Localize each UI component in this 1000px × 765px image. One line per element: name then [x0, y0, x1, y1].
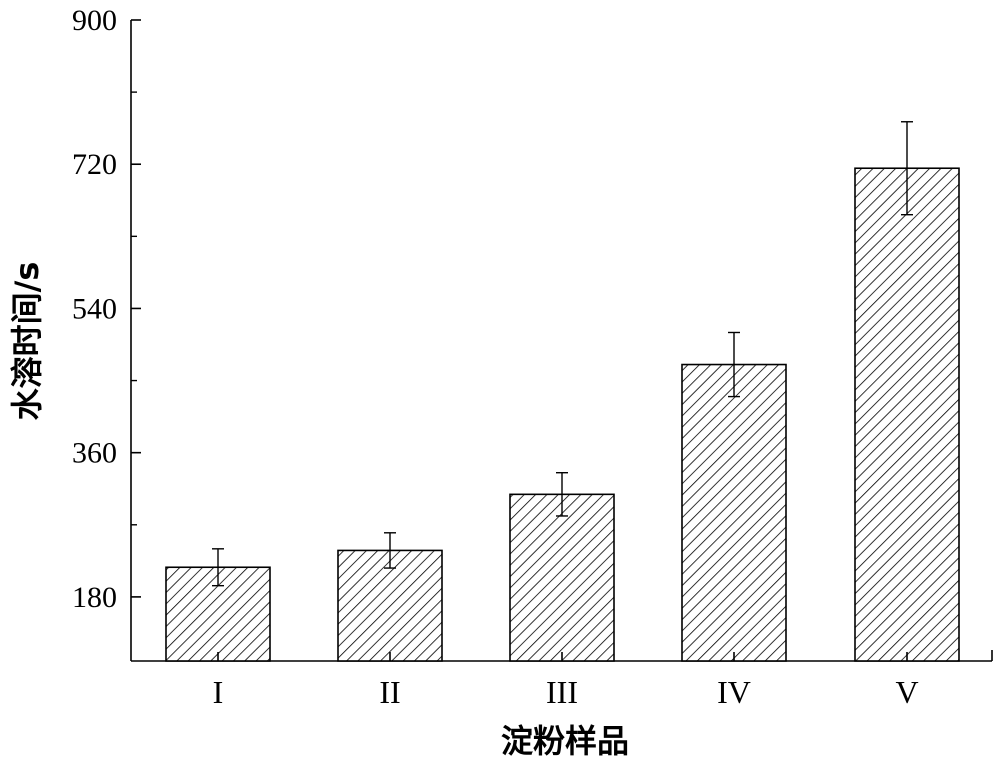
y-tick-label: 540: [72, 292, 117, 325]
x-tick-label: III: [546, 674, 578, 710]
y-tick-label: 900: [72, 4, 117, 37]
x-tick-label: V: [895, 674, 918, 710]
bar: [681, 363, 787, 662]
y-axis-title: 水溶时间/s: [8, 262, 46, 421]
x-tick-label: II: [379, 674, 400, 710]
x-tick-label: I: [213, 674, 224, 710]
bar: [509, 493, 615, 662]
x-axis-title: 淀粉样品: [501, 722, 629, 760]
y-tick-label: 720: [72, 148, 117, 181]
y-tick-label: 180: [72, 581, 117, 614]
y-tick-label: 360: [72, 437, 117, 470]
bar: [854, 167, 960, 662]
x-tick-label: IV: [717, 674, 751, 710]
